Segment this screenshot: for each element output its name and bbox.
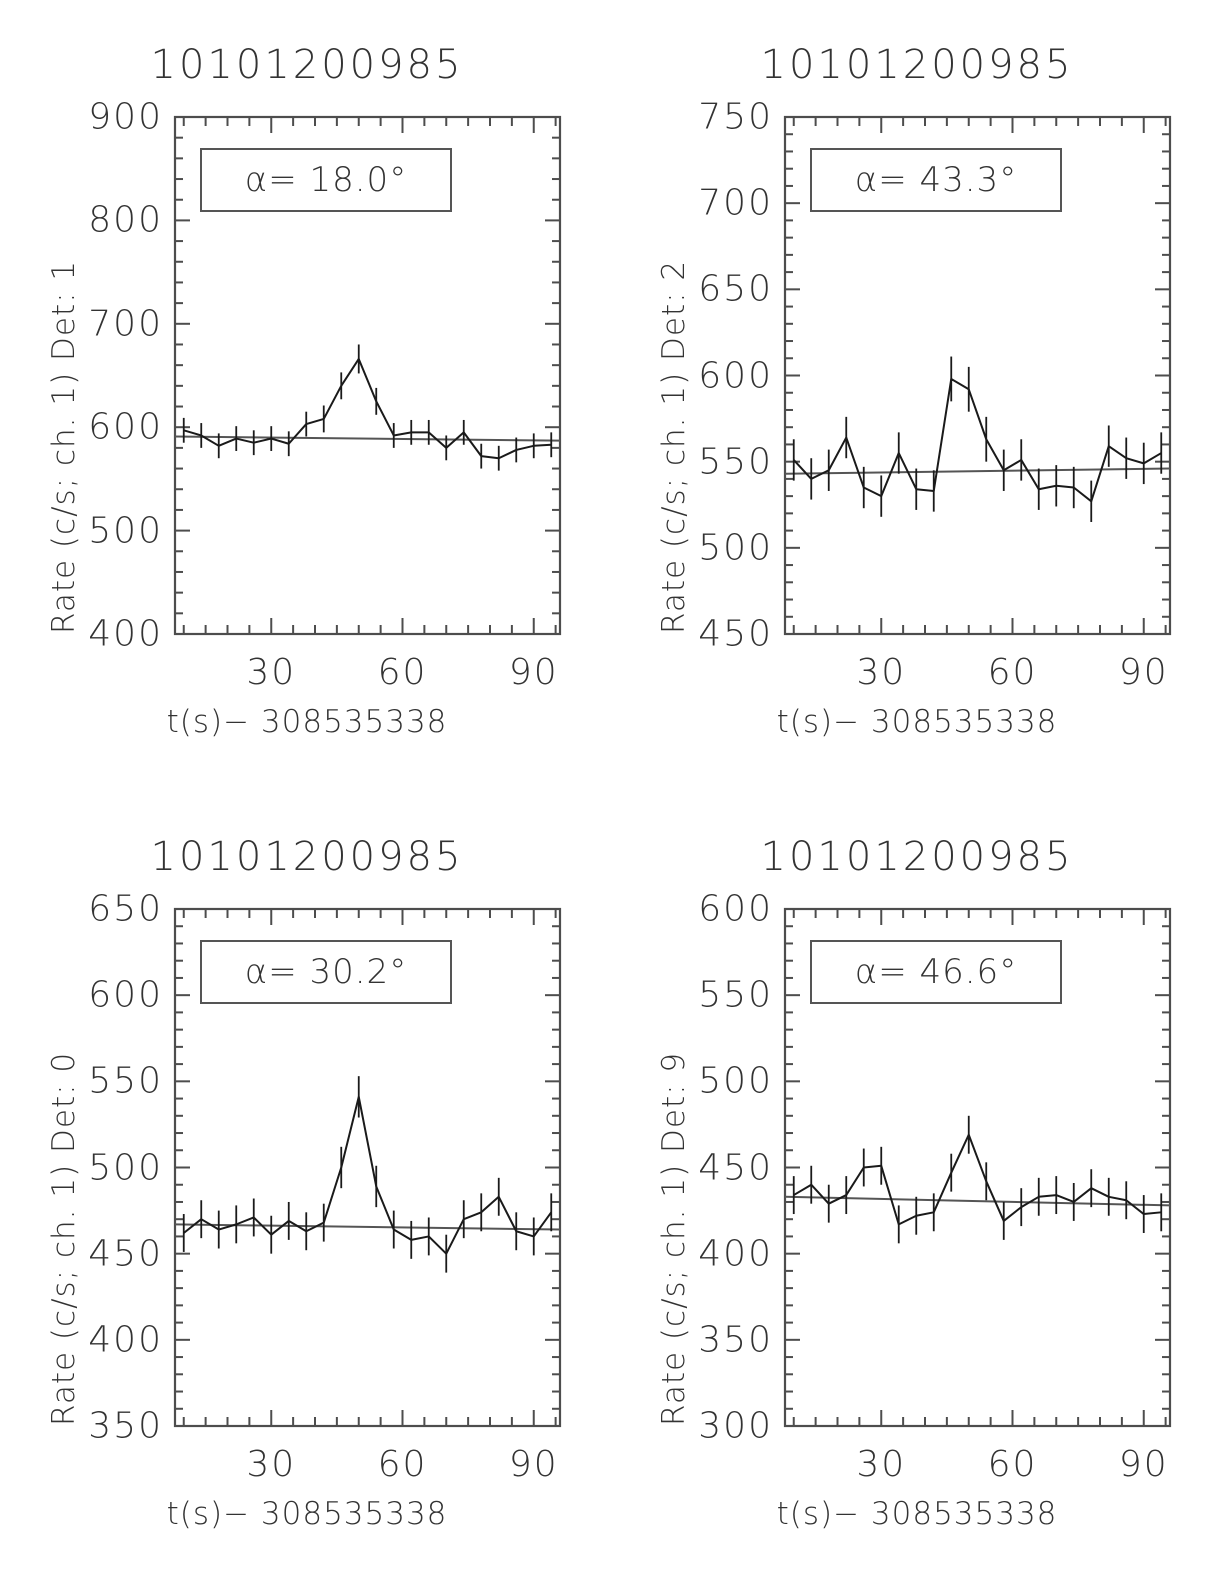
alpha-annotation-box: α= 46.6° — [810, 940, 1062, 1004]
background-fit-line — [174, 1223, 561, 1231]
y-tick-label: 500 — [88, 1147, 163, 1188]
y-tick-label: 400 — [88, 1319, 163, 1361]
x-tick-label: 30 — [856, 652, 907, 693]
y-tick-label: 650 — [698, 268, 773, 310]
y-tick-label: 900 — [88, 96, 163, 138]
x-axis-label: t(s)− 308535338 — [776, 1496, 1058, 1532]
chart-panel: 10101200985 Rate (c/s; ch. 1) Det: 2 t(s)−… — [610, 0, 1224, 792]
y-tick-label: 600 — [88, 974, 163, 1016]
x-tick-label: 60 — [377, 652, 428, 693]
plot-area — [783, 907, 1172, 1428]
panel-title: 10101200985 — [760, 42, 1074, 88]
y-tick-label: 600 — [698, 355, 773, 396]
y-tick-label: 600 — [88, 406, 163, 448]
x-tick-label: 90 — [1118, 1444, 1169, 1485]
x-tick-label: 90 — [508, 1444, 559, 1485]
y-tick-label: 300 — [698, 1405, 773, 1447]
background-fit-line — [174, 435, 561, 442]
x-tick-label: 60 — [987, 652, 1038, 693]
y-tick-label: 400 — [698, 1233, 773, 1275]
y-tick-label: 500 — [698, 527, 773, 569]
y-tick-label: 500 — [698, 1060, 773, 1102]
chart-panel: 10101200985 Rate (c/s; ch. 1) Det: 1 t(s)−… — [0, 0, 614, 792]
chart-panel: 10101200985 Rate (c/s; ch. 1) Det: 9 t(s)−… — [610, 792, 1224, 1584]
y-tick-label: 700 — [88, 303, 163, 345]
x-tick-label: 30 — [246, 652, 297, 693]
y-tick-label: 350 — [88, 1405, 163, 1447]
y-tick-label: 550 — [88, 1060, 163, 1102]
x-tick-label: 30 — [856, 1444, 907, 1485]
plot-area — [173, 115, 562, 636]
alpha-annotation-box: α= 18.0° — [200, 148, 452, 212]
chart-panel: 10101200985 Rate (c/s; ch. 1) Det: 0 t(s)−… — [0, 792, 614, 1584]
plot-area — [173, 907, 562, 1428]
y-tick-label: 700 — [698, 182, 773, 224]
lightcurve-line — [183, 357, 552, 460]
y-tick-label: 450 — [698, 613, 773, 655]
plot-area — [783, 115, 1172, 636]
panel-title: 10101200985 — [760, 834, 1074, 880]
y-tick-label: 550 — [698, 974, 773, 1016]
x-tick-label: 60 — [377, 1444, 428, 1485]
lightcurve-line — [183, 1095, 553, 1255]
panel-title: 10101200985 — [150, 42, 464, 88]
y-tick-label: 450 — [698, 1147, 773, 1188]
x-axis-label: t(s)− 308535338 — [776, 704, 1058, 740]
x-tick-label: 30 — [246, 1444, 297, 1485]
y-tick-label: 650 — [88, 888, 163, 930]
x-tick-label: 90 — [508, 652, 559, 693]
y-tick-label: 600 — [698, 888, 773, 930]
y-tick-label: 750 — [698, 96, 773, 138]
x-axis-label: t(s)− 308535338 — [166, 704, 448, 740]
lightcurve-line — [793, 377, 1162, 503]
y-tick-label: 800 — [88, 199, 163, 241]
y-tick-label: 450 — [88, 1233, 163, 1275]
background-fit-line — [784, 1195, 1171, 1207]
y-tick-label: 550 — [698, 441, 773, 483]
y-tick-label: 350 — [698, 1319, 773, 1361]
y-tick-label: 400 — [88, 613, 163, 655]
x-tick-label: 60 — [987, 1444, 1038, 1485]
y-tick-label: 500 — [88, 510, 163, 552]
alpha-annotation-box: α= 30.2° — [200, 940, 452, 1004]
alpha-annotation-box: α= 43.3° — [810, 148, 1062, 212]
panel-title: 10101200985 — [150, 834, 464, 880]
x-tick-label: 90 — [1118, 652, 1169, 693]
lightcurve-line — [793, 1133, 1162, 1226]
x-axis-label: t(s)− 308535338 — [166, 1496, 448, 1532]
background-fit-line — [784, 467, 1171, 475]
